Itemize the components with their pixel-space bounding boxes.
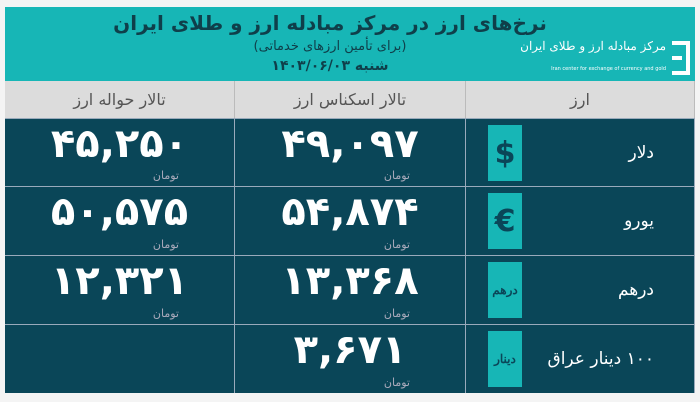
unit-label: تومان (383, 169, 410, 182)
transfer-rate-cell: ۴۵,۲۵۰ تومان (5, 119, 235, 186)
transfer-rate-cell (5, 325, 235, 393)
dinar-icon: دینار (488, 331, 522, 387)
currency-cell: درهم درهم (466, 256, 695, 324)
logo-mark-icon (672, 41, 690, 75)
unit-label: تومان (152, 238, 179, 251)
date: شنبه ۱۴۰۳/۰۶/۰۳ (271, 58, 389, 74)
transfer-rate-cell: ۱۲,۳۲۱ تومان (5, 256, 235, 324)
currency-name: دلار (628, 142, 654, 163)
table-row: دینار ۱۰۰ دینار عراق ۳,۶۷۱ تومان (5, 324, 695, 393)
table-row: $ دلار ۴۹,۰۹۷ تومان ۴۵,۲۵۰ تومان (5, 118, 695, 186)
currency-name: درهم (617, 280, 654, 300)
transfer-rate-cell: ۵۰,۵۷۵ تومان (5, 187, 235, 255)
table-row: € یورو ۵۴,۸۷۴ تومان ۵۰,۵۷۵ تومان (5, 186, 695, 255)
unit-label: تومان (152, 307, 179, 320)
cash-rate: ۳,۶۷۱ (293, 327, 407, 373)
unit-label: تومان (383, 376, 410, 389)
cash-rate-cell: ۵۴,۸۷۴ تومان (235, 187, 466, 255)
dollar-icon: $ (488, 125, 522, 181)
column-header-transfer: تالار حواله ارز (5, 81, 235, 118)
logo: مرکز مبادله ارز و طلای ایران Iran center… (520, 39, 690, 79)
cash-rate-cell: ۱۳,۳۶۸ تومان (235, 256, 466, 324)
column-header-currency: ارز (466, 81, 695, 118)
page-title: نرخ‌های ارز در مرکز مبادله ارز و طلای ای… (113, 11, 547, 35)
cash-rate: ۵۴,۸۷۴ (281, 189, 419, 235)
unit-label: تومان (383, 307, 410, 320)
logo-text-en: Iran center for exchange of currency and… (551, 66, 666, 72)
currency-cell: € یورو (466, 187, 695, 255)
column-header-cash: تالار اسکناس ارز (235, 81, 466, 118)
currency-cell: $ دلار (466, 119, 695, 186)
cash-rate: ۴۹,۰۹۷ (281, 121, 419, 167)
dirham-icon: درهم (488, 262, 522, 318)
table-row: درهم درهم ۱۳,۳۶۸ تومان ۱۲,۳۲۱ تومان (5, 255, 695, 324)
cash-rate: ۱۳,۳۶۸ (281, 258, 419, 304)
currency-name: ۱۰۰ دینار عراق (547, 349, 654, 369)
transfer-rate: ۵۰,۵۷۵ (50, 189, 189, 235)
euro-icon: € (488, 193, 522, 249)
currency-cell: دینار ۱۰۰ دینار عراق (466, 325, 695, 393)
subtitle: (برای تأمین ارزهای خدماتی) (253, 39, 407, 54)
transfer-rate: ۴۵,۲۵۰ (50, 121, 189, 167)
cash-rate-cell: ۳,۶۷۱ تومان (235, 325, 466, 393)
cash-rate-cell: ۴۹,۰۹۷ تومان (235, 119, 466, 186)
logo-text-fa: مرکز مبادله ارز و طلای ایران (520, 39, 666, 53)
unit-label: تومان (152, 169, 179, 182)
header: نرخ‌های ارز در مرکز مبادله ارز و طلای ای… (5, 7, 695, 81)
transfer-rate: ۱۲,۳۲۱ (50, 258, 189, 304)
rates-table: نرخ‌های ارز در مرکز مبادله ارز و طلای ای… (5, 7, 695, 393)
unit-label: تومان (383, 238, 410, 251)
currency-name: یورو (624, 211, 654, 231)
